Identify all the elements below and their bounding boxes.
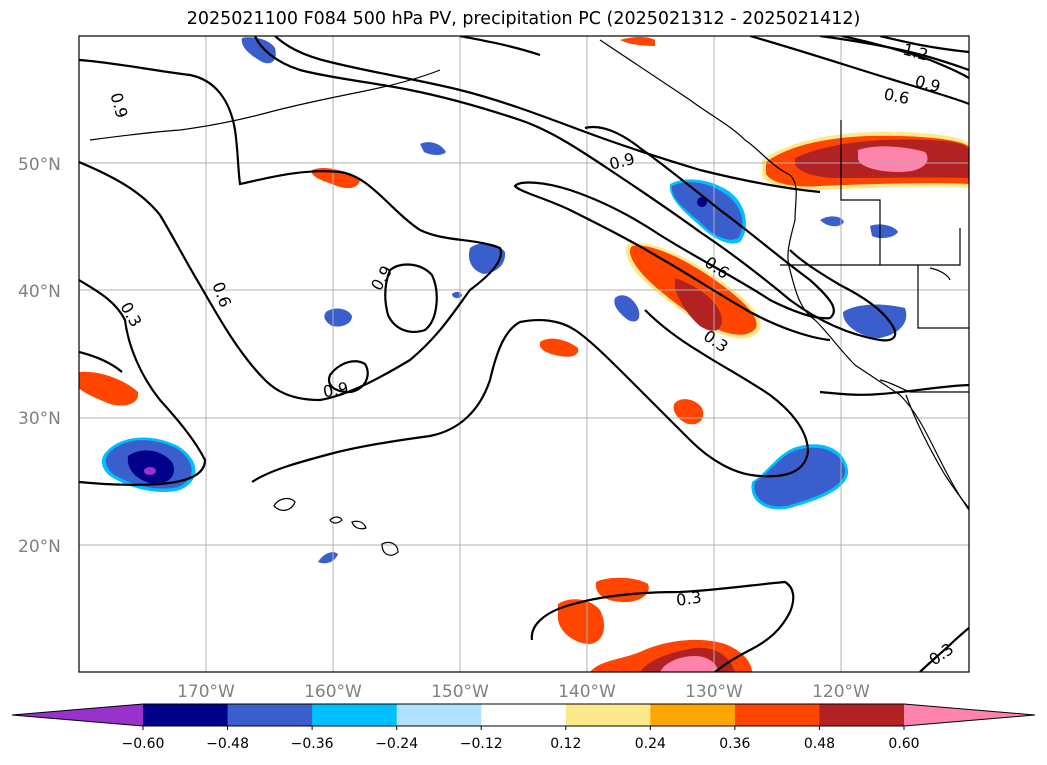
- latitude-labels: 50°N 40°N 30°N 20°N: [18, 155, 61, 557]
- lat-label-30n: 30°N: [18, 409, 61, 429]
- graticule: [79, 36, 969, 672]
- colorbar-tick-label: −0.60: [122, 736, 165, 752]
- lat-label-40n: 40°N: [18, 282, 61, 302]
- precip-positive-south: [558, 577, 752, 672]
- precip-positive-small-5: [620, 37, 655, 46]
- colorbar-segment: [143, 704, 229, 726]
- colorbar-tick-label: 0.24: [635, 736, 666, 752]
- precip-positive-pacnw: [762, 131, 969, 191]
- colorbar-tick-label: 0.60: [888, 736, 919, 752]
- colorbar-segment: [819, 704, 905, 726]
- contour-label: 0.6: [882, 84, 911, 108]
- lat-label-50n: 50°N: [18, 155, 61, 175]
- lat-label-20n: 20°N: [18, 537, 61, 557]
- map-frame: [78, 35, 970, 673]
- pv-contours: [79, 36, 969, 672]
- colorbar-segment: [734, 704, 820, 726]
- colorbar-tick-label: −0.48: [206, 736, 249, 752]
- precip-fill-layer: [79, 37, 969, 672]
- colorbar-extend-min: [12, 704, 143, 726]
- lon-label-150w: 150°W: [431, 682, 489, 702]
- colorbar-segment: [650, 704, 736, 726]
- lon-label-160w: 160°W: [304, 682, 362, 702]
- lon-label-170w: 170°W: [177, 682, 235, 702]
- longitude-labels: 170°W 160°W 150°W 140°W 130°W 120°W: [177, 682, 870, 702]
- plot-title: 2025021100 F084 500 hPa PV, precipitatio…: [186, 9, 861, 29]
- colorbar-segment: [227, 704, 313, 726]
- colorbar-tick-label: −0.24: [375, 736, 418, 752]
- precip-positive-small-4: [79, 371, 139, 406]
- colorbar: −0.60 −0.48 −0.36 −0.24 −0.12 0.12 0.24 0.36 0.4…: [11, 703, 1036, 752]
- contour-label: 0.3: [675, 587, 703, 609]
- lon-label-130w: 130°W: [685, 682, 743, 702]
- precip-positive-small-3: [311, 168, 360, 189]
- map-area: [79, 36, 969, 672]
- colorbar-segment: [312, 704, 398, 726]
- precip-positive-small-1: [539, 338, 579, 357]
- colorbar-extend-max: [904, 704, 1035, 726]
- colorbar-segment: [396, 704, 482, 726]
- precip-negative-blobs: [101, 37, 907, 564]
- colorbar-tick-label: 0.12: [550, 736, 581, 752]
- contour-label: 0.9: [321, 378, 349, 401]
- lon-label-140w: 140°W: [558, 682, 616, 702]
- colorbar-segment: [481, 704, 567, 726]
- colorbar-tick-label: 0.36: [719, 736, 750, 752]
- colorbar-tick-label: −0.36: [291, 736, 334, 752]
- colorbar-segment: [565, 704, 651, 726]
- lon-label-120w: 120°W: [812, 682, 870, 702]
- colorbar-tick-label: −0.12: [460, 736, 503, 752]
- colorbar-tick-label: 0.48: [804, 736, 835, 752]
